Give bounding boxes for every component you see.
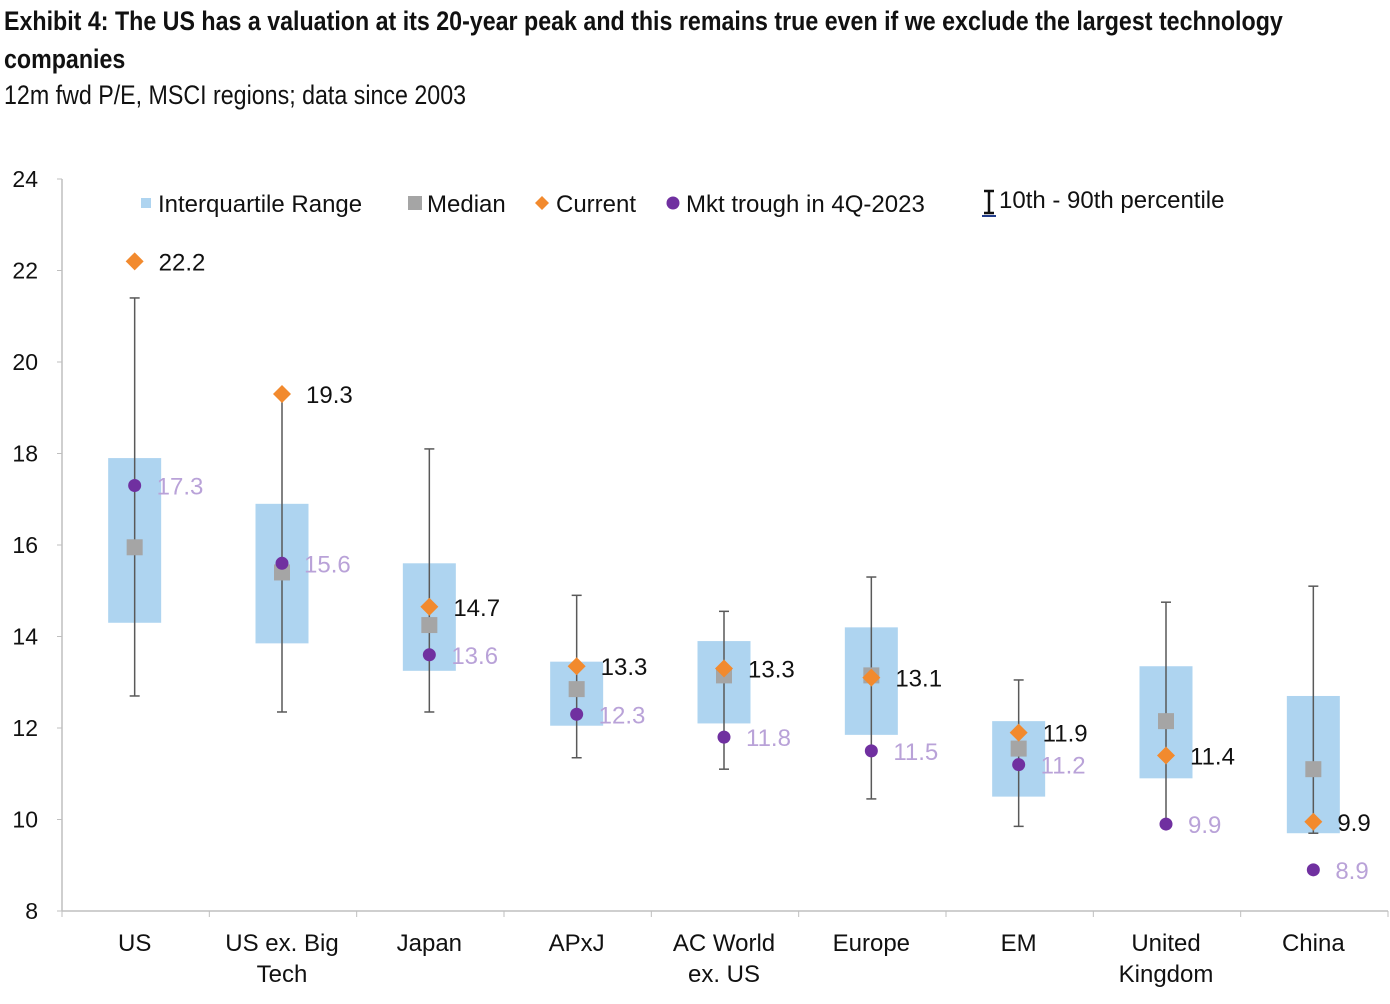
trough-marker [1012, 758, 1026, 772]
current-label: 11.9 [1043, 721, 1088, 748]
median-marker [126, 539, 143, 556]
trough-label: 8.9 [1335, 858, 1368, 885]
y-tick-label: 24 [12, 166, 38, 192]
trough-label: 15.6 [304, 551, 351, 578]
current-marker [1157, 746, 1175, 765]
x-category-label: Tech [257, 961, 308, 988]
current-marker [567, 657, 586, 676]
median-marker [568, 681, 585, 698]
x-category-label: EM [1001, 930, 1037, 957]
y-tick-label: 12 [12, 715, 38, 741]
y-tick-label: 14 [12, 624, 38, 650]
median-marker [1010, 740, 1027, 757]
median-marker [274, 564, 290, 581]
current-marker [125, 252, 144, 271]
current-label: 19.3 [306, 382, 353, 409]
median-marker [1158, 713, 1174, 730]
legend-whisker-swatch [984, 189, 994, 215]
legend-trough-swatch [666, 196, 680, 210]
x-category-label: Japan [397, 930, 462, 957]
y-tick-label: 20 [12, 349, 38, 375]
trough-label: 11.5 [893, 739, 938, 766]
current-label: 14.7 [453, 595, 500, 622]
current-label: 9.9 [1337, 810, 1370, 837]
x-category-label: APxJ [549, 930, 605, 957]
trough-marker [864, 744, 878, 758]
legend-iqr-swatch [141, 198, 151, 208]
current-label: 13.1 [895, 666, 942, 693]
legend-current-swatch [535, 196, 549, 210]
x-category-label: US [118, 930, 151, 957]
median-marker [1305, 761, 1322, 778]
current-label: 22.2 [159, 249, 206, 276]
current-marker [1304, 812, 1323, 831]
legend-trough-label: Mkt trough in 4Q-2023 [686, 191, 925, 218]
y-tick-label: 18 [12, 441, 38, 467]
x-category-label: China [1282, 930, 1345, 957]
chart-title: Exhibit 4: The US has a valuation at its… [4, 6, 1283, 74]
current-marker [862, 668, 881, 687]
trough-label: 17.3 [157, 474, 204, 501]
x-category-label: United [1131, 930, 1200, 957]
trough-label: 13.6 [451, 643, 498, 670]
trough-marker [422, 648, 436, 662]
x-category-label: Europe [833, 930, 910, 957]
trough-label: 12.3 [599, 702, 646, 729]
current-label: 11.4 [1190, 743, 1235, 770]
current-marker [715, 659, 733, 678]
current-label: 13.3 [601, 654, 648, 681]
current-marker [1009, 723, 1028, 742]
median-marker [421, 617, 438, 634]
current-marker [420, 597, 439, 616]
legend-median-swatch [408, 196, 422, 210]
current-label: 13.3 [748, 657, 795, 684]
legend-current-label: Current [556, 191, 636, 218]
trough-marker [1159, 817, 1173, 831]
trough-label: 9.9 [1188, 812, 1221, 839]
trough-label: 11.8 [746, 725, 791, 752]
y-tick-label: 16 [12, 532, 38, 558]
x-category-label: ex. US [688, 961, 760, 988]
trough-marker [1306, 863, 1320, 877]
trough-marker [275, 556, 289, 570]
y-tick-label: 22 [12, 258, 38, 284]
x-category-label: AC World [673, 930, 775, 957]
y-tick-label: 8 [25, 898, 38, 924]
current-marker [273, 385, 291, 404]
legend-iqr-label: Interquartile Range [158, 191, 362, 218]
legend-whisker-label: 10th - 90th percentile [999, 187, 1224, 214]
x-category-label: Kingdom [1119, 961, 1214, 988]
trough-label: 11.2 [1041, 753, 1086, 780]
y-tick-label: 10 [12, 807, 38, 833]
chart-subtitle: 12m fwd P/E, MSCI regions; data since 20… [4, 80, 467, 110]
legend-median-label: Median [427, 191, 506, 218]
trough-marker [128, 479, 142, 493]
trough-marker [717, 730, 731, 744]
trough-marker [570, 707, 584, 721]
x-category-label: US ex. Big [225, 930, 338, 957]
